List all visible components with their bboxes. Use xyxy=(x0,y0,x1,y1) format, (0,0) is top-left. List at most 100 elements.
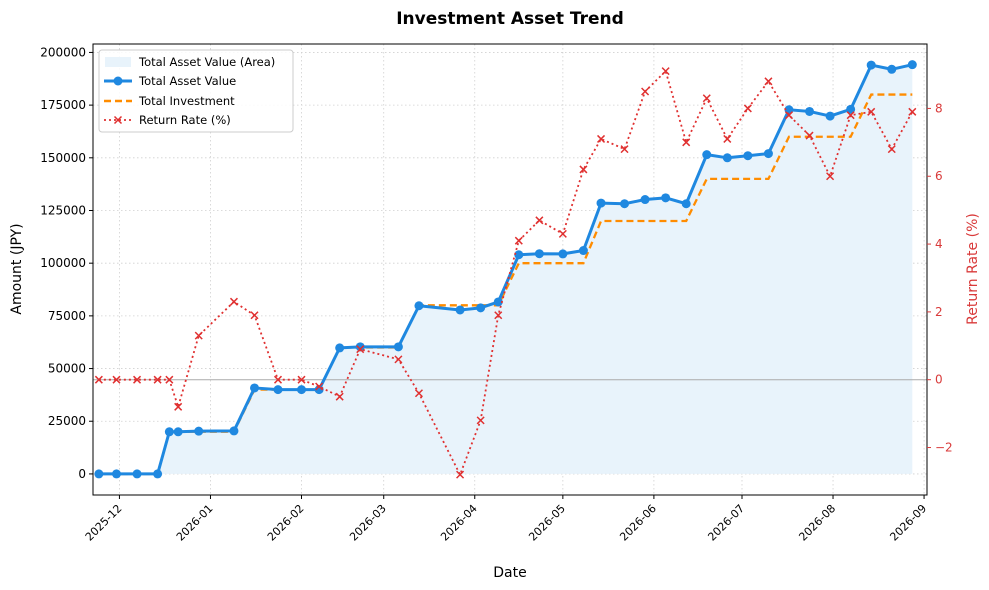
y-axis-ticks: 0 25000 50000 75000 100000 125000 150000 175000… xyxy=(40,45,93,481)
y-tick-label-4: 100000 xyxy=(40,256,86,270)
return-point-15 xyxy=(414,389,423,398)
return-point-17 xyxy=(476,416,485,425)
y2-tick-label-0: −2 xyxy=(935,441,953,455)
return-point-27 xyxy=(682,138,691,147)
return-point-20 xyxy=(535,216,544,225)
asset-point-12 xyxy=(335,343,345,353)
return-point-21 xyxy=(558,229,567,238)
return-point-29 xyxy=(723,134,732,143)
y-tick-label-7: 175000 xyxy=(40,98,86,112)
y-tick-label-1: 25000 xyxy=(48,414,86,428)
return-point-16 xyxy=(456,470,465,479)
return-point-5 xyxy=(174,402,183,411)
y-tick-label-5: 125000 xyxy=(40,203,86,217)
asset-point-8 xyxy=(250,383,260,393)
asset-point-24 xyxy=(620,199,630,209)
y2-axis-label: Return Rate (%) xyxy=(965,213,981,325)
asset-point-9 xyxy=(273,385,283,395)
asset-point-25 xyxy=(640,195,650,205)
return-point-33 xyxy=(805,131,814,140)
asset-point-1 xyxy=(111,469,121,479)
asset-point-22 xyxy=(578,246,588,256)
return-point-6 xyxy=(194,331,203,340)
return-point-10 xyxy=(297,375,306,384)
return-point-2 xyxy=(133,375,142,384)
chart-title: Investment Asset Trend xyxy=(396,9,624,29)
asset-point-30 xyxy=(743,151,753,161)
return-point-1 xyxy=(112,375,121,384)
asset-point-37 xyxy=(887,64,897,74)
asset-point-27 xyxy=(681,199,691,209)
asset-point-16 xyxy=(455,305,465,315)
return-point-9 xyxy=(273,375,283,384)
series-total-asset-value xyxy=(94,60,917,479)
return-point-14 xyxy=(394,355,403,364)
legend-box xyxy=(98,49,294,133)
asset-point-28 xyxy=(702,150,712,160)
asset-point-0 xyxy=(94,469,104,479)
asset-point-5 xyxy=(173,427,183,437)
asset-point-26 xyxy=(661,193,671,203)
return-point-22 xyxy=(579,165,588,174)
return-point-31 xyxy=(764,77,773,86)
return-point-24 xyxy=(620,145,629,154)
asset-point-7 xyxy=(229,426,239,436)
return-point-37 xyxy=(887,145,896,154)
asset-point-36 xyxy=(866,60,876,70)
asset-point-33 xyxy=(805,106,815,116)
y-tick-label-2: 50000 xyxy=(48,362,86,376)
series-return-rate xyxy=(94,67,917,479)
y2-tick-label-3: 4 xyxy=(935,237,943,251)
asset-point-38 xyxy=(907,60,917,70)
return-point-11 xyxy=(315,382,324,391)
return-point-13 xyxy=(356,345,365,354)
legend-marker-return xyxy=(113,115,123,125)
asset-point-18 xyxy=(493,297,503,307)
return-point-25 xyxy=(641,87,650,96)
asset-point-21 xyxy=(558,249,568,259)
y-tick-label-0: 0 xyxy=(78,467,86,481)
y-tick-label-6: 150000 xyxy=(40,151,86,165)
legend-swatch-area xyxy=(105,57,131,67)
asset-point-13 xyxy=(355,342,365,352)
y2-tick-label-5: 8 xyxy=(935,101,943,115)
asset-point-35 xyxy=(846,104,856,114)
return-point-4 xyxy=(165,375,174,384)
return-point-19 xyxy=(514,236,523,245)
legend-label-return: Return Rate (%) xyxy=(139,113,231,127)
return-point-28 xyxy=(702,94,711,103)
legend-label-investment: Total Investment xyxy=(138,94,235,108)
asset-point-3 xyxy=(153,469,163,479)
return-point-26 xyxy=(661,67,670,76)
return-point-3 xyxy=(153,375,162,384)
return-point-18 xyxy=(494,311,503,320)
return-point-38 xyxy=(908,107,917,116)
return-point-30 xyxy=(743,104,752,113)
y2-tick-label-1: 0 xyxy=(935,373,943,387)
return-point-36 xyxy=(867,107,876,116)
return-point-8 xyxy=(250,311,259,320)
y2-tick-label-4: 6 xyxy=(935,169,943,183)
asset-point-15 xyxy=(414,301,424,311)
plot-frame xyxy=(92,43,928,496)
y2-tick-label-2: 2 xyxy=(935,305,943,319)
return-point-7 xyxy=(229,297,238,306)
y2-axis-ticks: −2 0 2 4 6 8 xyxy=(927,101,953,455)
x-axis-label: Date xyxy=(493,565,526,581)
asset-point-10 xyxy=(297,385,306,395)
asset-point-23 xyxy=(596,198,606,208)
asset-point-29 xyxy=(722,153,732,163)
legend: Total Asset Value (Area) Total Asset Val… xyxy=(98,49,294,133)
asset-point-34 xyxy=(825,111,835,121)
return-point-23 xyxy=(597,134,606,143)
legend-label-asset: Total Asset Value xyxy=(138,74,236,88)
legend-marker-asset xyxy=(113,76,123,86)
asset-point-14 xyxy=(393,342,403,352)
legend-label-area: Total Asset Value (Area) xyxy=(138,55,275,69)
asset-area xyxy=(98,64,913,474)
return-point-32 xyxy=(784,111,794,120)
asset-point-17 xyxy=(476,303,486,313)
asset-point-19 xyxy=(514,250,524,260)
return-point-0 xyxy=(94,375,103,384)
